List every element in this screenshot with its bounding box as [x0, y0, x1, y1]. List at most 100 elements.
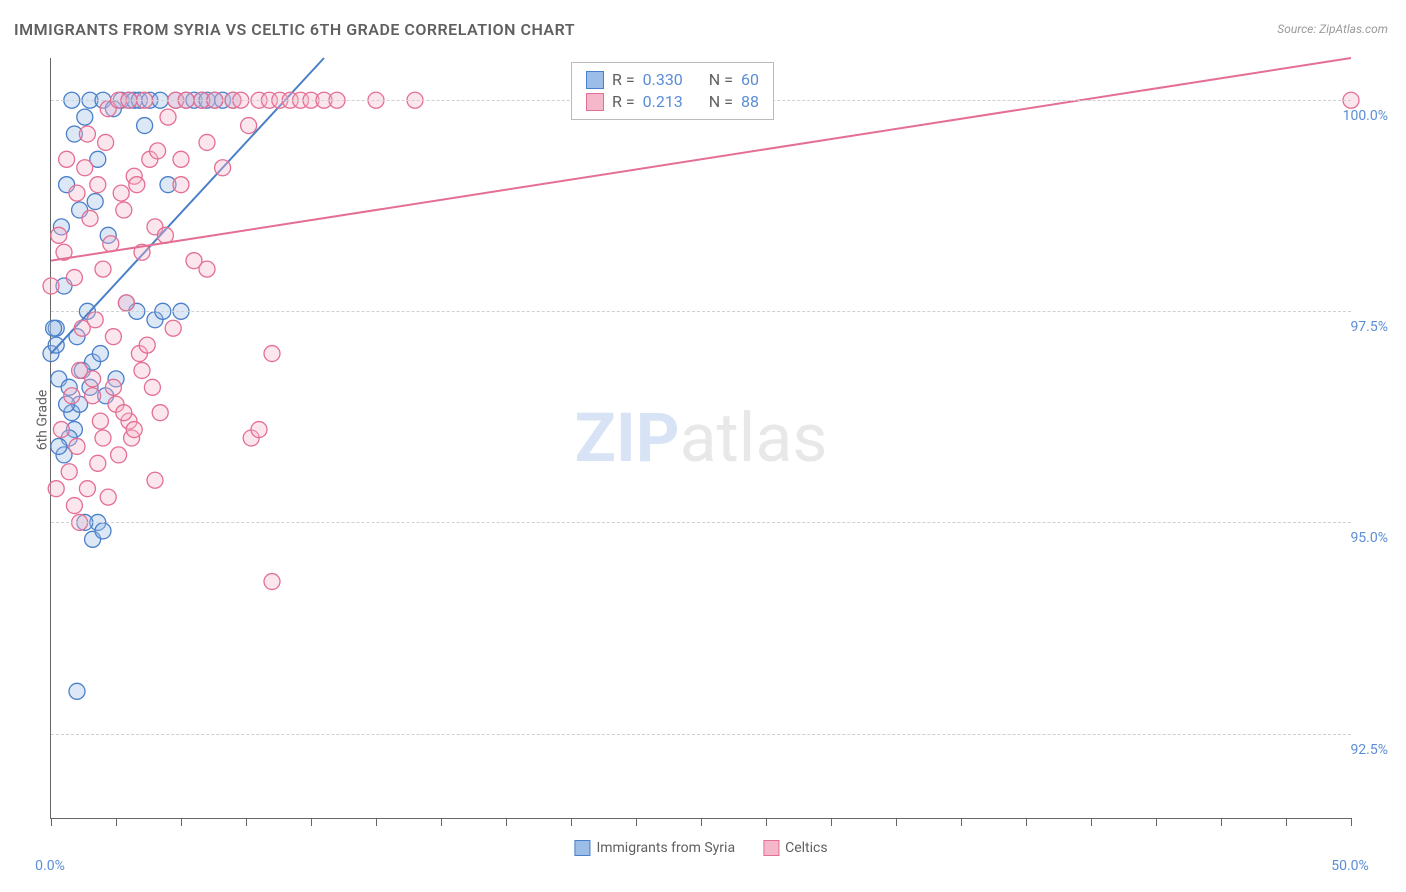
- legend-r-label: R =: [612, 91, 635, 113]
- legend-swatch: [574, 840, 590, 856]
- scatter-point: [100, 489, 116, 505]
- scatter-point: [98, 134, 114, 150]
- x-tick: [246, 818, 247, 826]
- legend-swatch: [763, 840, 779, 856]
- x-tick: [1286, 818, 1287, 826]
- legend-r-label: R =: [612, 69, 635, 91]
- scatter-point: [72, 362, 88, 378]
- scatter-point: [215, 160, 231, 176]
- scatter-point: [90, 177, 106, 193]
- scatter-point: [241, 118, 257, 134]
- x-tick: [636, 818, 637, 826]
- scatter-point: [69, 185, 85, 201]
- scatter-point: [199, 134, 215, 150]
- scatter-point: [43, 278, 59, 294]
- plot-area: ZIPatlas R =0.330N =60R =0.213N =88 Immi…: [50, 58, 1351, 819]
- legend-label: Immigrants from Syria: [596, 840, 735, 856]
- scatter-point: [61, 464, 77, 480]
- legend-r-value: 0.213: [643, 91, 683, 113]
- legend-swatch: [586, 71, 604, 89]
- scatter-point: [118, 295, 134, 311]
- legend-n-value: 60: [741, 69, 759, 91]
- x-tick: [441, 818, 442, 826]
- scatter-point: [90, 455, 106, 471]
- scatter-point: [95, 261, 111, 277]
- y-tick-label: 97.5%: [1350, 319, 1388, 335]
- scatter-point: [113, 185, 129, 201]
- x-tick: [1156, 818, 1157, 826]
- scatter-point: [264, 574, 280, 590]
- correlation-legend: R =0.330N =60R =0.213N =88: [571, 62, 774, 120]
- scatter-point: [116, 405, 132, 421]
- scatter-point: [150, 143, 166, 159]
- x-tick: [896, 818, 897, 826]
- legend-n-label: N =: [709, 69, 733, 91]
- x-tick-label: 50.0%: [1331, 858, 1369, 874]
- x-tick: [506, 818, 507, 826]
- grid-line: [51, 734, 1351, 735]
- scatter-point: [66, 270, 82, 286]
- x-tick: [311, 818, 312, 826]
- scatter-point: [48, 481, 64, 497]
- scatter-point: [139, 337, 155, 353]
- scatter-point: [69, 438, 85, 454]
- scatter-point: [157, 227, 173, 243]
- legend-row: R =0.330N =60: [586, 69, 759, 91]
- scatter-point: [82, 210, 98, 226]
- scatter-point: [66, 498, 82, 514]
- legend-swatch: [586, 93, 604, 111]
- scatter-point: [77, 160, 93, 176]
- scatter-point: [46, 320, 62, 336]
- scatter-point: [264, 346, 280, 362]
- x-tick: [1091, 818, 1092, 826]
- scatter-point: [92, 346, 108, 362]
- grid-line: [51, 311, 1351, 312]
- x-tick: [961, 818, 962, 826]
- chart-title: IMMIGRANTS FROM SYRIA VS CELTIC 6TH GRAD…: [14, 20, 575, 39]
- legend-item: Immigrants from Syria: [574, 840, 735, 856]
- x-tick: [51, 818, 52, 826]
- scatter-point: [116, 202, 132, 218]
- scatter-point: [144, 379, 160, 395]
- scatter-point: [173, 151, 189, 167]
- scatter-point: [103, 236, 119, 252]
- grid-line: [51, 522, 1351, 523]
- scatter-point: [53, 422, 69, 438]
- series-legend: Immigrants from Syria Celtics: [574, 840, 827, 856]
- scatter-point: [95, 430, 111, 446]
- scatter-point: [129, 177, 145, 193]
- scatter-chart: [51, 58, 1351, 818]
- legend-item: Celtics: [763, 840, 827, 856]
- x-tick: [1351, 818, 1352, 826]
- scatter-point: [79, 481, 95, 497]
- scatter-point: [51, 227, 67, 243]
- legend-n-label: N =: [709, 91, 733, 113]
- scatter-point: [59, 151, 75, 167]
- x-tick: [376, 818, 377, 826]
- scatter-point: [111, 447, 127, 463]
- scatter-point: [64, 388, 80, 404]
- x-tick-label: 0.0%: [35, 858, 65, 874]
- x-tick: [766, 818, 767, 826]
- scatter-point: [160, 109, 176, 125]
- scatter-point: [69, 683, 85, 699]
- legend-row: R =0.213N =88: [586, 91, 759, 113]
- scatter-point: [173, 177, 189, 193]
- scatter-point: [251, 422, 267, 438]
- x-tick: [701, 818, 702, 826]
- scatter-point: [137, 118, 153, 134]
- y-tick-label: 92.5%: [1350, 742, 1388, 758]
- scatter-point: [147, 472, 163, 488]
- scatter-point: [105, 329, 121, 345]
- scatter-point: [105, 379, 121, 395]
- x-tick: [1026, 818, 1027, 826]
- scatter-point: [152, 405, 168, 421]
- scatter-point: [92, 413, 108, 429]
- source-label: Source: ZipAtlas.com: [1277, 22, 1388, 36]
- scatter-point: [85, 388, 101, 404]
- scatter-point: [77, 109, 93, 125]
- x-tick: [571, 818, 572, 826]
- x-tick: [181, 818, 182, 826]
- scatter-point: [95, 523, 111, 539]
- y-tick-label: 95.0%: [1350, 530, 1388, 546]
